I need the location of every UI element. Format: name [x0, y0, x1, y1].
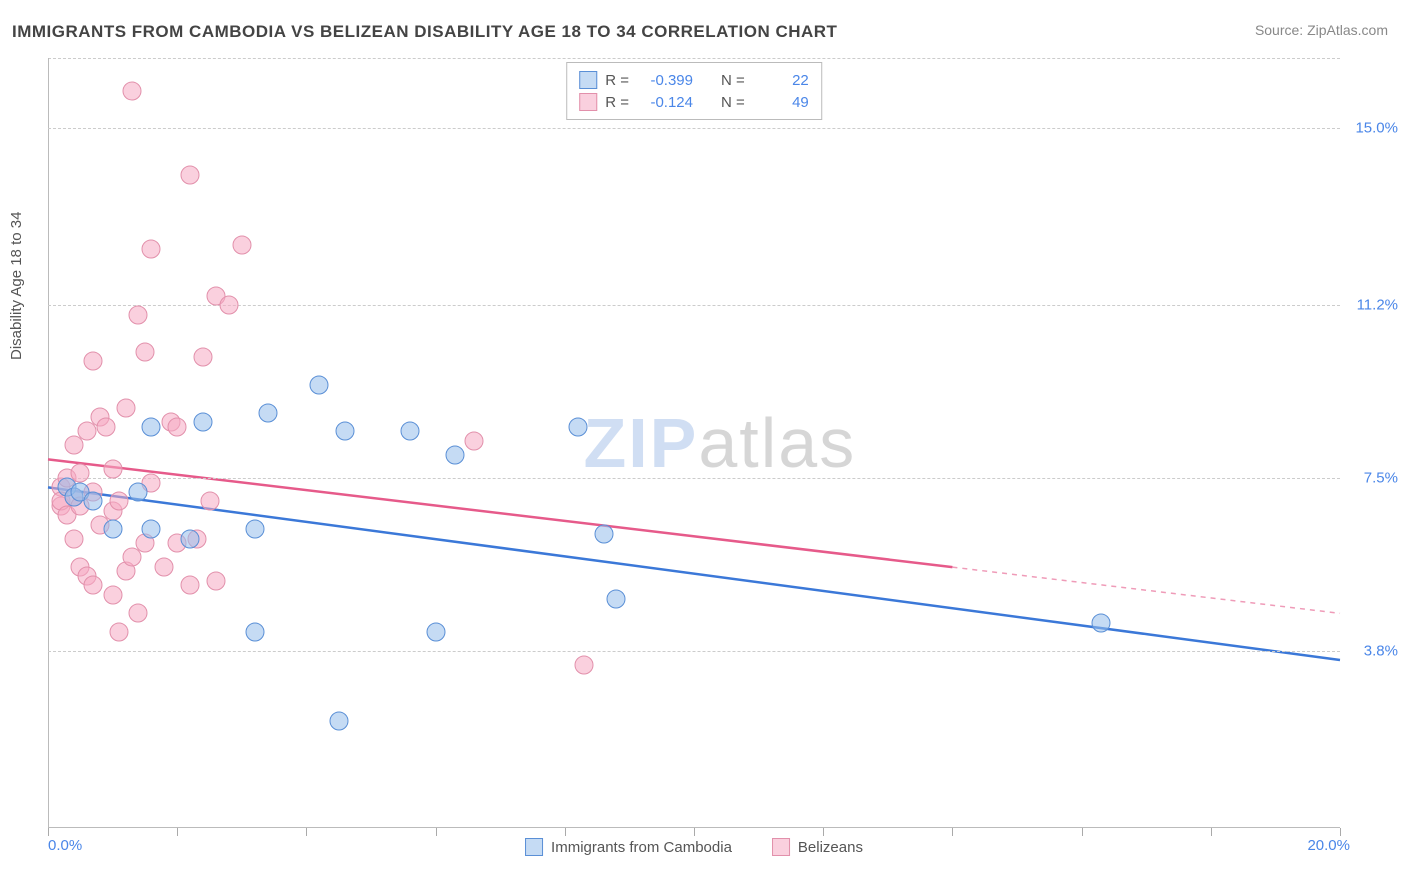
scatter-point-cambodia: [329, 711, 348, 730]
scatter-point-belizeans: [219, 296, 238, 315]
scatter-point-cambodia: [258, 403, 277, 422]
scatter-point-belizeans: [64, 529, 83, 548]
x-tick: [1211, 828, 1212, 836]
scatter-point-belizeans: [200, 492, 219, 511]
scatter-point-belizeans: [97, 417, 116, 436]
scatter-point-cambodia: [310, 375, 329, 394]
scatter-point-belizeans: [129, 305, 148, 324]
scatter-point-belizeans: [116, 399, 135, 418]
legend-item-belizeans: Belizeans: [772, 838, 863, 856]
scatter-point-belizeans: [110, 492, 129, 511]
x-tick: [306, 828, 307, 836]
x-tick: [952, 828, 953, 836]
x-tick: [1082, 828, 1083, 836]
scatter-point-belizeans: [181, 576, 200, 595]
x-tick: [177, 828, 178, 836]
scatter-point-belizeans: [232, 235, 251, 254]
y-grid-label: 7.5%: [1364, 470, 1398, 487]
grid-line: [48, 128, 1340, 129]
source-credit: Source: ZipAtlas.com: [1255, 22, 1388, 38]
scatter-point-belizeans: [129, 604, 148, 623]
y-grid-label: 15.0%: [1355, 120, 1398, 137]
scatter-point-belizeans: [575, 655, 594, 674]
scatter-point-cambodia: [568, 417, 587, 436]
x-axis-min-label: 0.0%: [48, 837, 82, 854]
scatter-point-belizeans: [84, 576, 103, 595]
x-tick: [48, 828, 49, 836]
scatter-point-belizeans: [155, 557, 174, 576]
plot-area: ZIPatlas 0.0% 20.0% R = -0.399 N = 22 R …: [48, 58, 1340, 828]
scatter-point-belizeans: [168, 417, 187, 436]
grid-line: [48, 651, 1340, 652]
scatter-point-belizeans: [103, 459, 122, 478]
regression-line-dashed-belizeans: [952, 567, 1340, 613]
x-tick: [694, 828, 695, 836]
scatter-point-cambodia: [181, 529, 200, 548]
chart-title: IMMIGRANTS FROM CAMBODIA VS BELIZEAN DIS…: [12, 22, 837, 42]
scatter-point-cambodia: [594, 525, 613, 544]
x-tick: [565, 828, 566, 836]
scatter-point-belizeans: [194, 347, 213, 366]
x-tick: [436, 828, 437, 836]
chart-container: IMMIGRANTS FROM CAMBODIA VS BELIZEAN DIS…: [0, 0, 1406, 892]
scatter-point-cambodia: [103, 520, 122, 539]
x-tick: [823, 828, 824, 836]
scatter-point-belizeans: [135, 343, 154, 362]
scatter-point-belizeans: [465, 431, 484, 450]
swatch-belizeans-icon: [772, 838, 790, 856]
y-grid-label: 11.2%: [1357, 297, 1398, 314]
legend-item-cambodia: Immigrants from Cambodia: [525, 838, 732, 856]
x-axis-max-label: 20.0%: [1307, 837, 1350, 854]
scatter-point-cambodia: [142, 417, 161, 436]
grid-line: [48, 305, 1340, 306]
regression-lines-layer: [48, 58, 1340, 828]
scatter-point-belizeans: [206, 571, 225, 590]
scatter-point-belizeans: [122, 81, 141, 100]
y-axis-label: Disability Age 18 to 34: [8, 212, 25, 360]
series-legend: Immigrants from Cambodia Belizeans: [525, 838, 863, 856]
scatter-point-belizeans: [142, 240, 161, 259]
scatter-point-cambodia: [84, 492, 103, 511]
scatter-point-belizeans: [103, 585, 122, 604]
scatter-point-cambodia: [400, 422, 419, 441]
scatter-point-cambodia: [445, 445, 464, 464]
swatch-cambodia-icon: [525, 838, 543, 856]
scatter-point-cambodia: [245, 520, 264, 539]
scatter-point-cambodia: [607, 590, 626, 609]
scatter-point-cambodia: [245, 623, 264, 642]
y-grid-label: 3.8%: [1364, 642, 1398, 659]
scatter-point-cambodia: [1091, 613, 1110, 632]
scatter-point-belizeans: [110, 623, 129, 642]
scatter-point-cambodia: [426, 623, 445, 642]
scatter-point-belizeans: [181, 165, 200, 184]
scatter-point-cambodia: [194, 413, 213, 432]
regression-line-cambodia: [48, 487, 1340, 660]
grid-line: [48, 478, 1340, 479]
scatter-point-belizeans: [84, 352, 103, 371]
x-tick: [1340, 828, 1341, 836]
scatter-point-cambodia: [336, 422, 355, 441]
scatter-point-cambodia: [129, 483, 148, 502]
regression-line-belizeans: [48, 459, 952, 567]
scatter-point-cambodia: [142, 520, 161, 539]
